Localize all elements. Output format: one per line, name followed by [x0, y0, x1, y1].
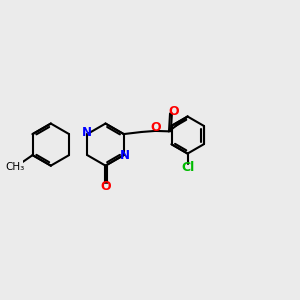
- Text: O: O: [168, 105, 178, 118]
- Text: Cl: Cl: [181, 161, 194, 174]
- Text: CH₃: CH₃: [5, 162, 24, 172]
- Text: N: N: [82, 126, 92, 139]
- Text: N: N: [120, 148, 130, 162]
- Text: O: O: [150, 121, 160, 134]
- Text: O: O: [100, 180, 111, 193]
